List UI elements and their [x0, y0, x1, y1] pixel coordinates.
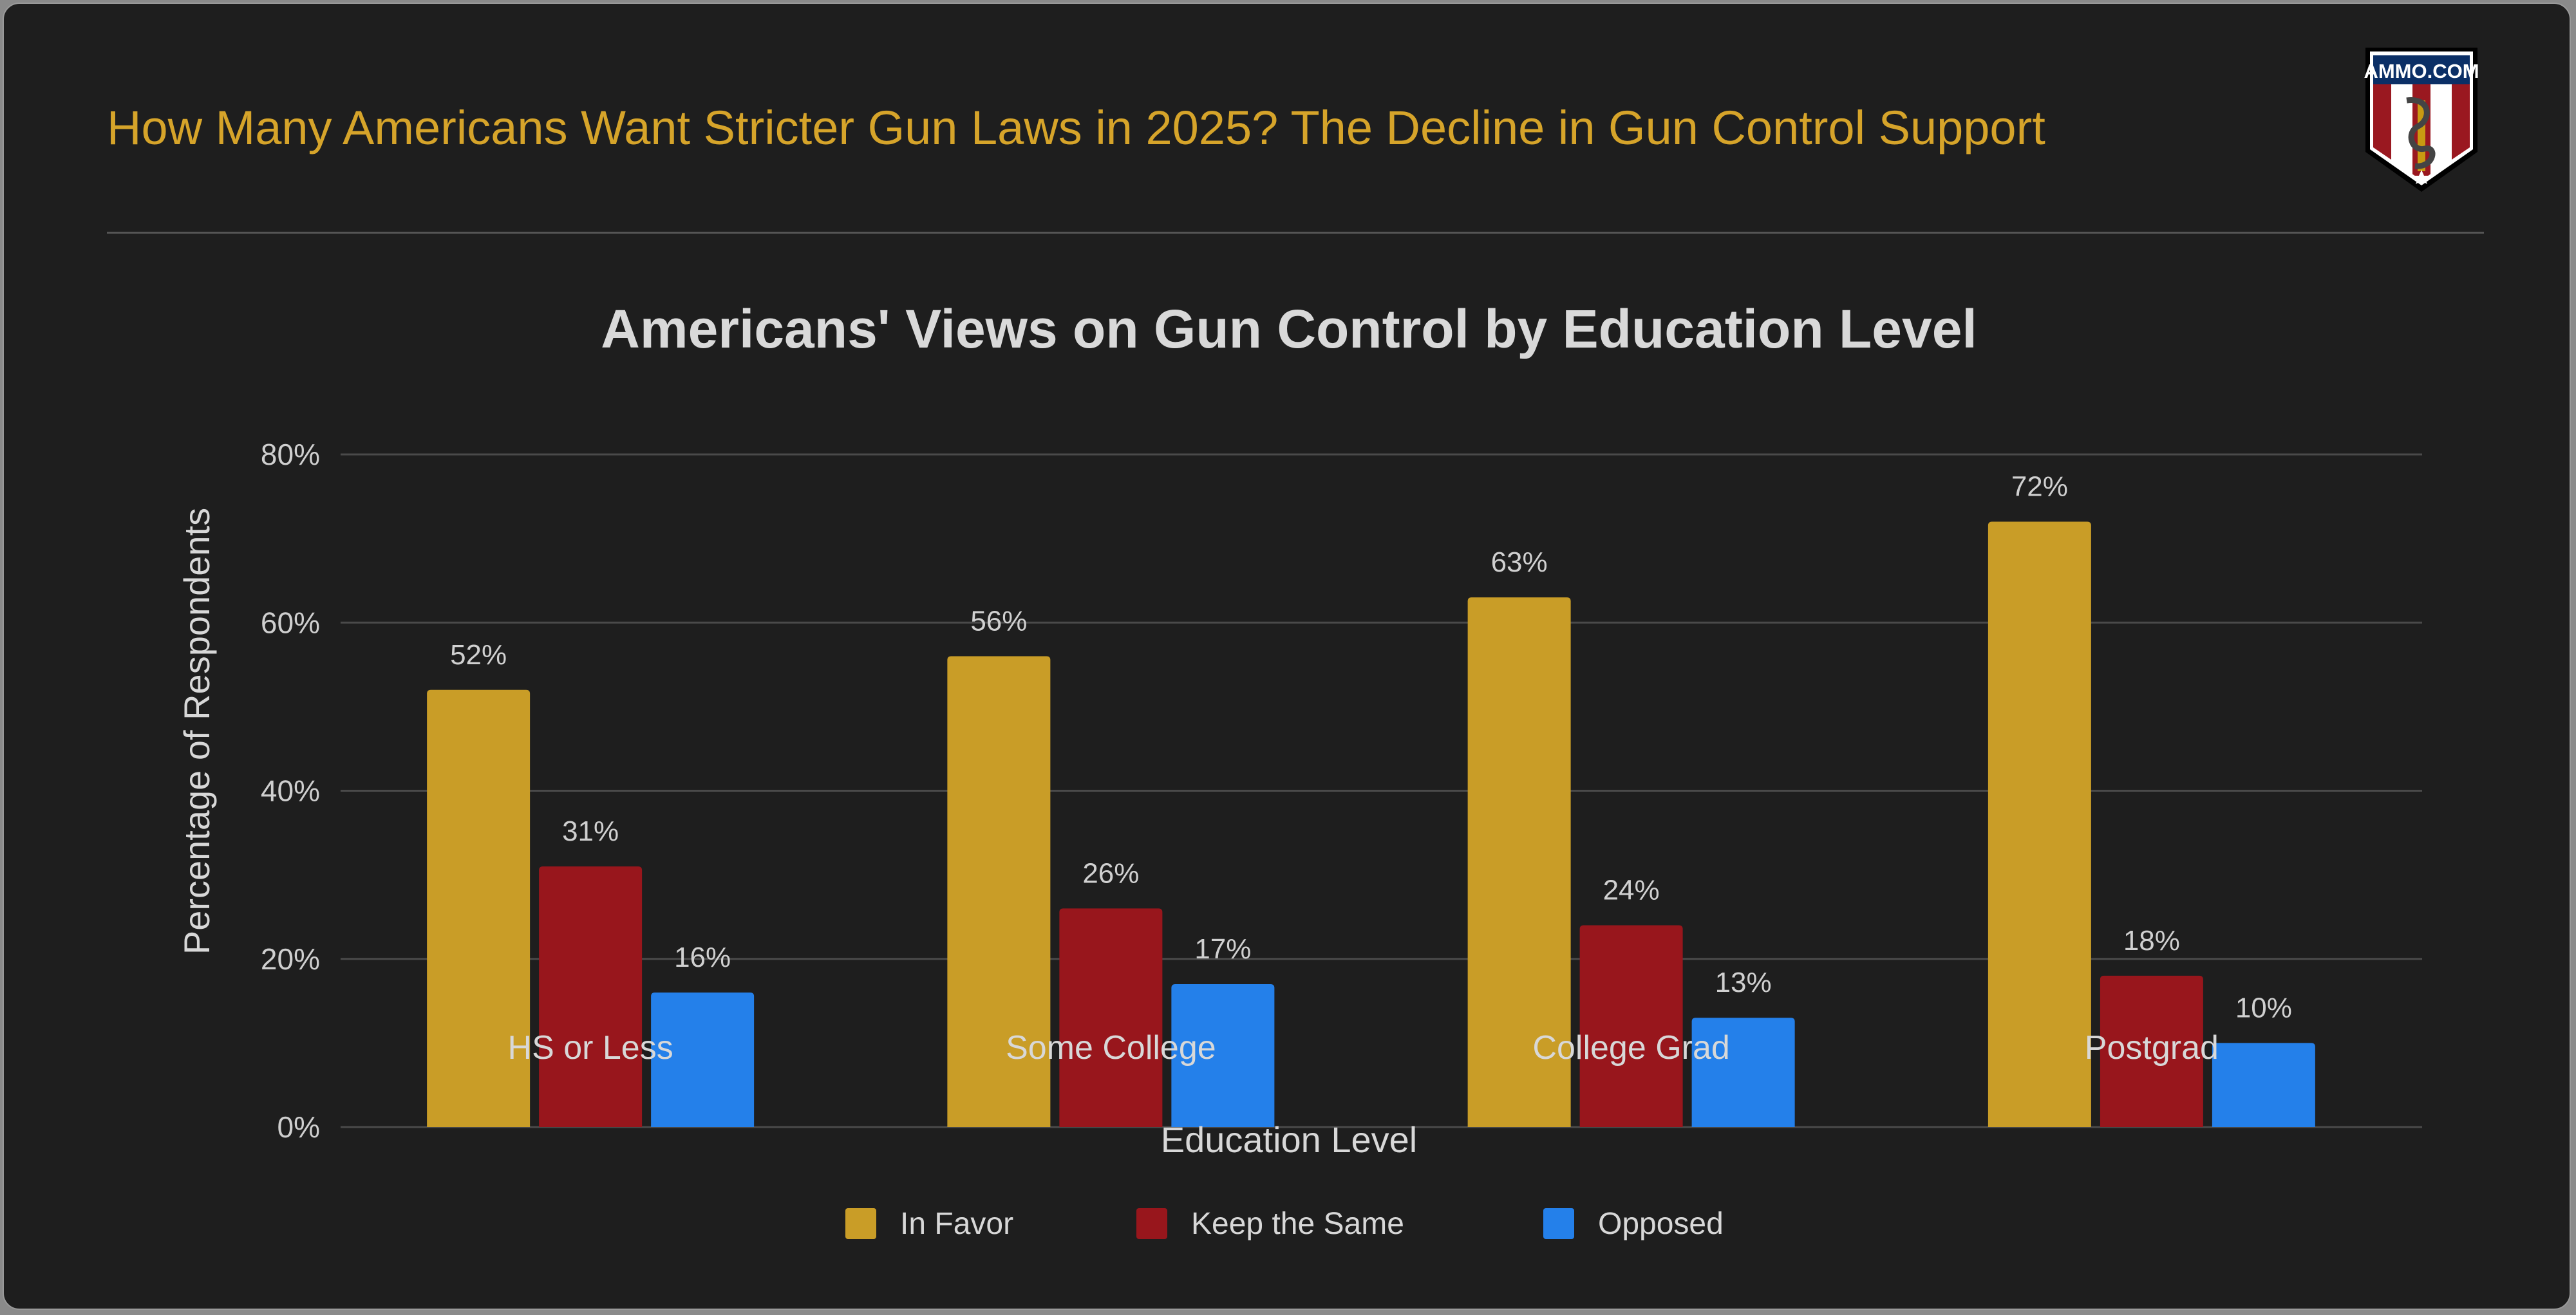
bar-opposed — [1691, 1018, 1795, 1127]
ammo-com-logo: AMMO.COM — [2364, 48, 2479, 192]
bar-keep-the-same — [1059, 908, 1163, 1127]
legend-label: Keep the Same — [1191, 1207, 1404, 1241]
legend-swatch — [845, 1208, 876, 1239]
svg-text:AMMO.COM: AMMO.COM — [2364, 60, 2479, 82]
bar-keep-the-same — [539, 866, 643, 1127]
y-tick-label: 0% — [277, 1110, 320, 1144]
bar-opposed — [2212, 1043, 2315, 1127]
bar-in-favor — [1467, 597, 1571, 1127]
y-tick-label: 60% — [261, 606, 320, 639]
data-label: 52% — [450, 639, 507, 671]
legend-swatch — [1136, 1208, 1167, 1239]
page-title: How Many Americans Want Stricter Gun Law… — [107, 101, 2045, 154]
bar-in-favor — [1988, 521, 2091, 1127]
data-label: 16% — [674, 942, 731, 973]
x-axis-title: Education Level — [1161, 1119, 1418, 1160]
bar-opposed — [1171, 984, 1275, 1127]
legend-label: In Favor — [900, 1207, 1013, 1241]
data-label: 63% — [1491, 546, 1548, 578]
bar-keep-the-same — [1579, 925, 1683, 1127]
data-label: 26% — [1082, 857, 1139, 889]
data-label: 72% — [2011, 471, 2068, 503]
y-axis-title: Percentage of Respondents — [176, 508, 217, 955]
y-tick-label: 80% — [261, 438, 320, 471]
bar-opposed — [651, 993, 755, 1127]
data-label: 13% — [1715, 967, 1772, 998]
data-label: 31% — [562, 816, 619, 847]
data-label: 56% — [970, 606, 1027, 637]
x-tick-label: Postgrad — [2085, 1029, 2219, 1067]
y-tick-label: 20% — [261, 942, 320, 976]
bar-in-favor — [427, 689, 531, 1127]
data-label: 17% — [1194, 933, 1251, 965]
x-tick-label: College Grad — [1532, 1029, 1729, 1067]
x-tick-label: HS or Less — [508, 1029, 673, 1067]
chart-title: Americans' Views on Gun Control by Educa… — [601, 299, 1977, 359]
data-label: 10% — [2235, 992, 2292, 1023]
data-label: 18% — [2123, 925, 2180, 956]
divider — [107, 232, 2484, 234]
legend-label: Opposed — [1598, 1207, 1724, 1241]
y-tick-label: 40% — [261, 774, 320, 808]
x-tick-label: Some College — [1006, 1029, 1216, 1067]
legend-swatch — [1543, 1208, 1574, 1239]
bar-in-favor — [947, 656, 1051, 1127]
bar-keep-the-same — [2100, 975, 2203, 1127]
data-label: 24% — [1603, 875, 1660, 906]
